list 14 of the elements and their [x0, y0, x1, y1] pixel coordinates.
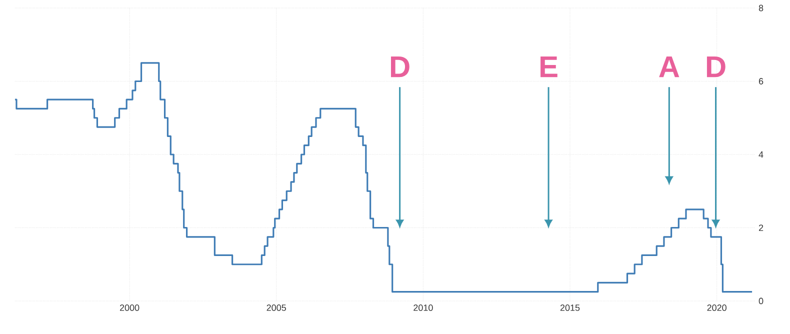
y-tick-label: 6	[758, 78, 764, 84]
x-tick-label: 2000	[120, 304, 140, 311]
annotation: A	[659, 56, 680, 78]
y-tick-label: 8	[758, 4, 764, 12]
y-tick-label: 4	[758, 151, 764, 158]
annotation: D	[390, 56, 410, 78]
x-tick-label: 2005	[266, 304, 286, 311]
x-tick-label: 2010	[414, 304, 433, 311]
annotation: E	[540, 56, 558, 78]
y-tick-label: 2	[758, 224, 764, 231]
annotation: D	[706, 56, 726, 78]
x-tick-label: 2015	[560, 304, 580, 311]
x-tick-label: 2020	[707, 304, 726, 311]
y-tick-label: 0	[758, 298, 764, 304]
